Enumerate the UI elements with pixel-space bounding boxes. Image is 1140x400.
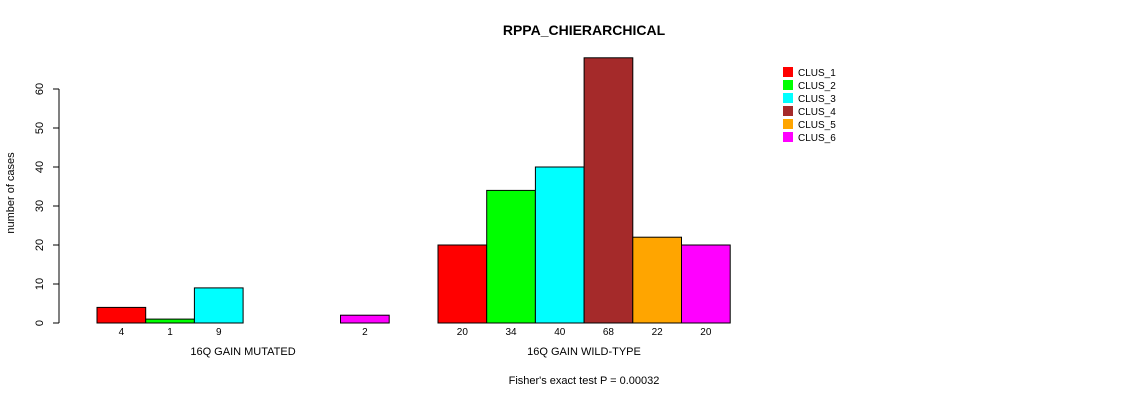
bar-clus-1-group-1: [437, 244, 488, 324]
bar-count-label: 20: [457, 327, 469, 338]
bar-count-label: 34: [505, 327, 517, 338]
bar-clus-4-group-1: [583, 57, 634, 324]
bar-clus-3-group-0: [193, 287, 244, 324]
legend-label: CLUS_1: [798, 68, 836, 79]
legend-swatch-clus-3: [783, 93, 793, 103]
legend-label: CLUS_4: [798, 107, 836, 118]
bar-clus-1-group-0: [96, 306, 147, 324]
bar-clus-6-group-1: [681, 244, 731, 324]
y-tick-label: 20: [34, 239, 46, 251]
y-tick-label: 30: [34, 200, 46, 212]
bar-count-label: 20: [700, 327, 712, 338]
legend-label: CLUS_5: [798, 120, 836, 131]
chart-title: RPPA_CHIERARCHICAL: [503, 22, 666, 38]
legend-swatch-clus-5: [783, 119, 793, 129]
bar-labels: 4 1 9 2 20 34 40 68 22 20: [119, 327, 712, 338]
group-label-mutated: 16Q GAIN MUTATED: [190, 346, 295, 358]
y-tick-label: 40: [34, 161, 46, 173]
bar-count-label: 4: [119, 327, 125, 338]
y-tick-label: 50: [34, 122, 46, 134]
bar-clus-5-group-1: [632, 236, 682, 324]
y-tick-label: 60: [34, 83, 46, 95]
bar-count-label: 40: [554, 327, 566, 338]
bar-clus-3-group-1: [534, 166, 585, 324]
legend-swatch-clus-6: [783, 132, 793, 142]
legend: CLUS_1 CLUS_2 CLUS_3 CLUS_4 CLUS_5 CLUS_6: [783, 67, 836, 144]
y-axis: 0 10 20 30 40 50 60: [34, 83, 60, 326]
legend-swatch-clus-1: [783, 67, 793, 77]
legend-swatch-clus-4: [783, 106, 793, 116]
bar-clus-6-group-0: [340, 314, 390, 324]
bar-clus-2-group-0: [145, 318, 195, 324]
bar-count-label: 1: [167, 327, 173, 338]
bar-count-label: 22: [652, 327, 664, 338]
y-axis-label: number of cases: [5, 152, 17, 234]
bar-count-label: 68: [603, 327, 615, 338]
y-tick-label: 0: [34, 320, 46, 326]
y-tick-label: 10: [34, 278, 46, 290]
fisher-test-footer: Fisher's exact test P = 0.00032: [509, 375, 660, 387]
bar-clus-2-group-1: [486, 189, 536, 324]
bar-count-label: 2: [362, 327, 368, 338]
legend-label: CLUS_3: [798, 94, 836, 105]
legend-label: CLUS_6: [798, 133, 836, 144]
bars: [96, 57, 731, 324]
legend-label: CLUS_2: [798, 81, 836, 92]
legend-swatch-clus-2: [783, 80, 793, 90]
group-label-wild-type: 16Q GAIN WILD-TYPE: [527, 346, 641, 358]
bar-count-label: 9: [216, 327, 222, 338]
